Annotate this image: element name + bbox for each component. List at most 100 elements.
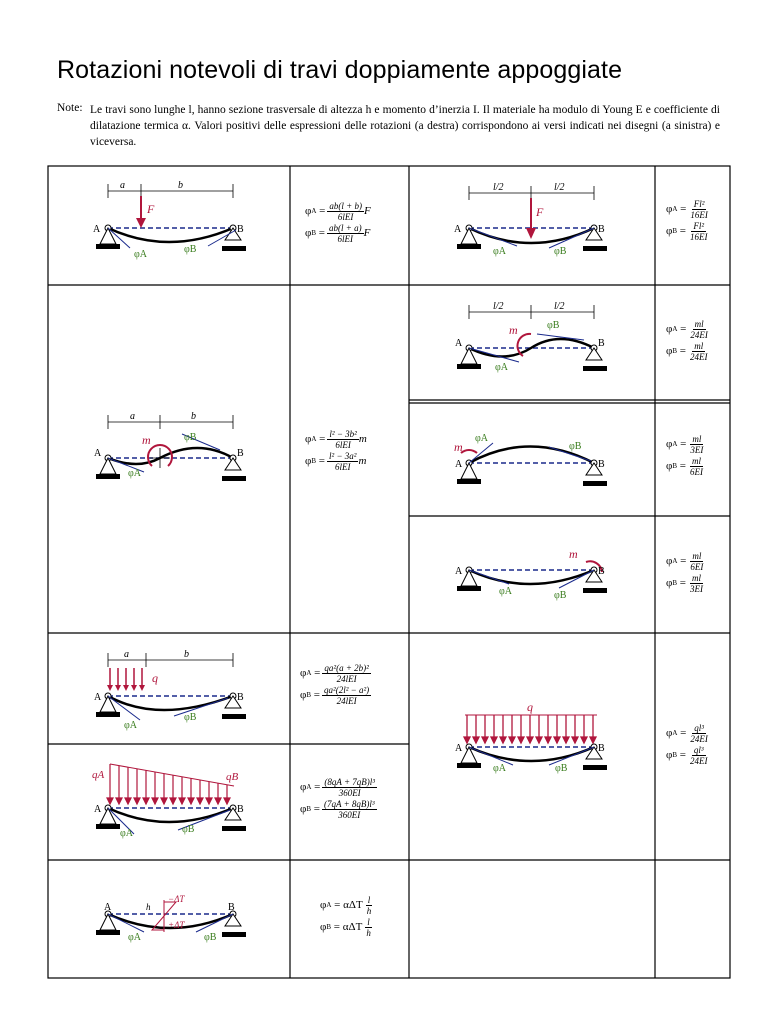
support-B-label: B xyxy=(598,566,605,577)
load-arrow-head xyxy=(588,736,598,745)
dT-plus-label: +ΔT xyxy=(168,920,185,930)
support-A-label: A xyxy=(455,566,463,577)
phiB-label: φB xyxy=(569,441,582,452)
load-qB-label: qB xyxy=(226,771,239,783)
diagram-moment-ab: a b m A B φA φB xyxy=(94,411,246,481)
load-arrow-head xyxy=(570,736,580,745)
load-arrow-head xyxy=(205,797,213,806)
phiB-label: φB xyxy=(184,244,197,255)
load-arrow-head xyxy=(462,736,472,745)
phiB-label: φB xyxy=(204,932,217,943)
load-arrow-head xyxy=(133,797,141,806)
load-arrow-head xyxy=(196,797,204,806)
page-title: Rotazioni notevoli di travi doppiamente … xyxy=(57,56,623,84)
support-B-label: B xyxy=(237,448,244,459)
load-arrow-head xyxy=(124,797,132,806)
dim-b-label: b xyxy=(191,411,196,422)
dim-half-right: l/2 xyxy=(554,182,565,193)
load-arrow-head xyxy=(489,736,499,745)
support-A-label: A xyxy=(455,338,463,349)
support-B-label: B xyxy=(237,692,244,703)
diagram-thermal: −ΔT +ΔT h A B φA φB xyxy=(96,894,246,943)
phiB-label: φB xyxy=(182,824,195,835)
phiB-label: φB xyxy=(555,763,568,774)
load-arrow-head xyxy=(471,736,481,745)
support-A-label: A xyxy=(93,224,101,235)
load-arrow-head xyxy=(223,797,231,806)
phiA-label: φA xyxy=(134,249,148,260)
load-arrow-head xyxy=(115,797,123,806)
dim-b-label: b xyxy=(178,180,183,191)
phiA-label: φA xyxy=(495,362,509,373)
load-arrow-head xyxy=(579,736,589,745)
phiB-label: φB xyxy=(184,712,197,723)
load-arrow-head xyxy=(552,736,562,745)
support-B-label: B xyxy=(598,224,605,235)
diagram-moment-center: l/2 l/2 m A B φA φB xyxy=(455,301,607,373)
load-arrow-head xyxy=(480,736,490,745)
support-A-label: A xyxy=(94,692,102,703)
dim-half-left: l/2 xyxy=(493,301,504,312)
phiA-label: φA xyxy=(128,932,142,943)
diagram-force-center: l/2 l/2 F A B φA φB xyxy=(454,182,607,257)
phiA-label: φA xyxy=(128,468,142,479)
diagram-trapezoidal-load: qA qB A B φA φB xyxy=(92,763,246,839)
load-arrow-head xyxy=(178,797,186,806)
load-arrow-head xyxy=(160,797,168,806)
dim-a-label: a xyxy=(124,649,129,660)
phiA-label: φA xyxy=(493,763,507,774)
phiA-label: φA xyxy=(120,828,134,839)
phiB-label: φB xyxy=(184,432,197,443)
phiA-label: φA xyxy=(499,586,513,597)
phiB-label: φB xyxy=(554,246,567,257)
load-arrow-head xyxy=(187,797,195,806)
phiA-label: φA xyxy=(124,720,138,731)
phiA-label: φA xyxy=(493,246,507,257)
load-qA-label: qA xyxy=(92,769,105,781)
force-label: F xyxy=(535,205,544,219)
load-arrow-head xyxy=(561,736,571,745)
height-label: h xyxy=(146,902,151,912)
load-arrow-head xyxy=(534,736,544,745)
moment-label: m xyxy=(142,433,151,447)
load-arrow-head xyxy=(525,736,535,745)
dim-b-label: b xyxy=(184,649,189,660)
phiA-label: φA xyxy=(475,433,489,444)
support-B-label: B xyxy=(237,224,244,235)
moment-label: m xyxy=(509,323,518,337)
support-B-label: B xyxy=(598,459,605,470)
phiB-label: φB xyxy=(547,320,560,331)
phiB-label: φB xyxy=(554,590,567,601)
load-arrow-head xyxy=(543,736,553,745)
support-A-label: A xyxy=(94,804,102,815)
force-label: F xyxy=(146,202,155,216)
load-arrow-head xyxy=(516,736,526,745)
diagram-uniform-load: q A B φA φB xyxy=(455,700,607,774)
load-arrow-head xyxy=(106,797,114,806)
load-arrow-head xyxy=(507,736,517,745)
moment-label: m xyxy=(569,547,578,561)
dT-minus-label: −ΔT xyxy=(168,894,185,904)
diagram-moment-at-B: m A B φA φB xyxy=(455,547,607,601)
support-A-label: A xyxy=(455,459,463,470)
support-A-label: A xyxy=(94,448,102,459)
load-arrow-head xyxy=(151,797,159,806)
support-A-label: A xyxy=(454,224,462,235)
load-label: q xyxy=(527,700,533,714)
load-arrow-head xyxy=(142,797,150,806)
diagram-force-ab: a b F A B φA φB xyxy=(93,180,246,260)
dim-a-label: a xyxy=(120,180,125,191)
dim-a-label: a xyxy=(130,411,135,422)
load-arrow-head xyxy=(169,797,177,806)
diagram-moment-at-A: m A B φA φB xyxy=(454,433,607,486)
support-B-label: B xyxy=(237,804,244,815)
